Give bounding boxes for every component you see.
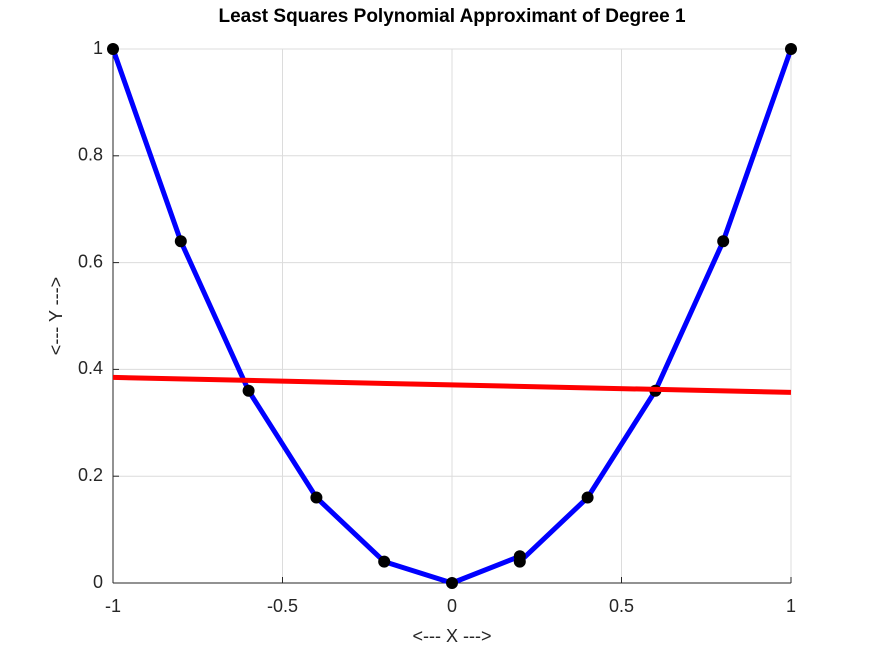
- data-point: [378, 555, 391, 568]
- chart-title: Least Squares Polynomial Approximant of …: [218, 6, 685, 27]
- x-tick-label: 1: [786, 596, 796, 616]
- data-point: [581, 491, 594, 504]
- x-tick-label: -1: [105, 596, 121, 616]
- data-point: [717, 235, 730, 248]
- x-tick-label: 0.5: [609, 596, 634, 616]
- y-tick-label: 0.6: [78, 251, 103, 271]
- x-axis-label: <--- X --->: [413, 626, 492, 646]
- data-point: [446, 577, 458, 589]
- y-axis-label: <--- Y --->: [46, 277, 66, 355]
- data-line: [112, 374, 792, 395]
- data-point: [785, 43, 797, 55]
- data-point: [310, 491, 323, 504]
- data-line: [110, 48, 794, 586]
- y-tick-label: 1: [93, 38, 103, 58]
- y-tick-label: 0.2: [78, 465, 103, 485]
- data-point: [242, 384, 255, 397]
- x-tick-label: 0: [447, 596, 457, 616]
- x-tick-label: -0.5: [267, 596, 298, 616]
- y-tick-label: 0.8: [78, 145, 103, 165]
- data-point: [107, 43, 119, 55]
- data-point: [513, 555, 526, 568]
- y-tick-label: 0.4: [78, 358, 103, 378]
- y-tick-label: 0: [93, 572, 103, 592]
- data-point: [174, 235, 187, 248]
